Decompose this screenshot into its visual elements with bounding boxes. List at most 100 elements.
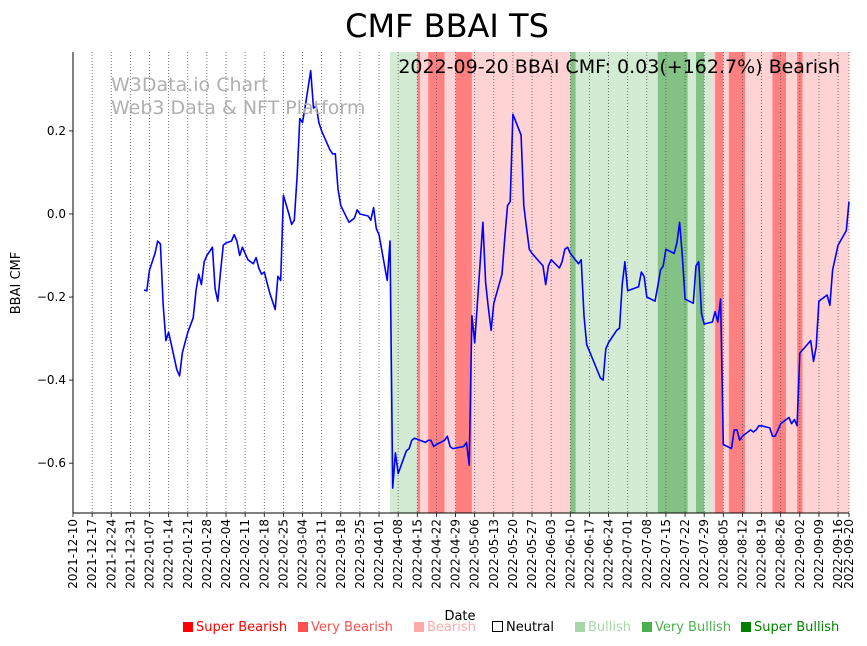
signal-band — [723, 52, 729, 513]
legend-label: Neutral — [506, 620, 554, 635]
legend-swatch — [298, 622, 308, 632]
y-tick-label: −0.6 — [37, 456, 66, 470]
x-tick-label: 2022-08-26 — [774, 519, 788, 589]
x-tick-label: 2022-04-22 — [429, 519, 443, 589]
legend-swatch — [642, 622, 652, 632]
y-tick-label: −0.4 — [37, 373, 66, 387]
legend-very-bullish: Very Bullish — [642, 620, 731, 635]
y-tick-label: 0.2 — [47, 124, 66, 138]
signal-band — [657, 52, 688, 513]
x-tick-label: 2022-01-14 — [162, 519, 176, 589]
x-ticks: 2021-12-10 2021-12-17 2021-12-24 2021-12-31… — [66, 513, 856, 589]
signal-band — [712, 52, 716, 513]
signal-band — [715, 52, 724, 513]
signal-band — [704, 52, 713, 513]
x-axis-label: Date — [444, 609, 475, 624]
legend-label: Very Bearish — [311, 620, 393, 635]
signal-bands — [389, 52, 849, 513]
x-tick-label: 2022-02-11 — [238, 519, 252, 589]
x-tick-label: 2022-02-04 — [219, 519, 233, 589]
y-tick-label: 0.0 — [47, 207, 66, 221]
x-tick-label: 2022-04-15 — [410, 519, 424, 589]
legend-very-bearish: Very Bearish — [298, 620, 393, 635]
signal-band — [802, 52, 849, 513]
legend-label: Very Bullish — [655, 620, 732, 635]
x-tick-label: 2022-05-06 — [468, 519, 482, 589]
signal-band — [772, 52, 787, 513]
signal-band — [455, 52, 472, 513]
y-tick-label: −0.2 — [37, 290, 66, 304]
x-tick-label: 2022-07-29 — [697, 519, 711, 589]
cmf-series — [143, 69, 850, 489]
legend-swatch — [575, 622, 585, 632]
x-tick-label: 2022-07-08 — [640, 519, 654, 589]
legend-swatch — [492, 621, 503, 632]
x-tick-label: 2022-06-10 — [563, 519, 577, 589]
signal-band — [745, 52, 773, 513]
signal-band — [471, 52, 571, 513]
legend-label: Bearish — [427, 620, 476, 635]
x-tick-label: 2021-12-17 — [85, 519, 99, 589]
x-tick-label: 2022-02-25 — [276, 519, 290, 589]
x-tick-label: 2021-12-24 — [104, 519, 118, 589]
x-tick-label: 2022-03-18 — [334, 519, 348, 589]
x-tick-label: 2021-12-10 — [66, 519, 80, 589]
signal-band — [417, 52, 421, 513]
legend-bullish: Bullish — [575, 620, 631, 635]
legend-swatch — [183, 622, 193, 632]
x-tick-label: 2022-06-03 — [544, 519, 558, 589]
x-tick-label: 2022-05-27 — [525, 519, 539, 589]
x-tick-label: 2022-07-22 — [678, 519, 692, 589]
signal-band — [428, 52, 445, 513]
x-tick-label: 2021-12-31 — [123, 519, 137, 589]
x-tick-label: 2022-03-11 — [315, 519, 329, 589]
x-tick-label: 2022-09-16 — [831, 519, 845, 589]
legend-super-bullish: Super Bullish — [741, 620, 839, 635]
signal-legend: Super Bearish Very Bearish Bearish Neutr… — [0, 620, 867, 640]
x-tick-label: 2022-03-25 — [353, 519, 367, 589]
signal-band — [687, 52, 696, 513]
x-tick-label: 2022-08-05 — [716, 519, 730, 589]
y-ticks: 0.2 0.0 −0.2 −0.4 −0.6 — [37, 124, 73, 470]
signal-band — [786, 52, 798, 513]
legend-label: Super Bullish — [754, 620, 840, 635]
x-tick-label: 2022-06-24 — [602, 519, 616, 589]
x-tick-label: 2022-07-15 — [659, 519, 673, 589]
x-tick-label: 2022-09-20 — [842, 519, 856, 589]
chart-subtitle: 2022-09-20 BBAI CMF: 0.03(+162.7%) Beari… — [398, 56, 840, 78]
x-tick-label: 2022-04-08 — [391, 519, 405, 589]
signal-band — [570, 52, 576, 513]
signal-band — [420, 52, 429, 513]
legend-label: Super Bearish — [196, 620, 288, 635]
watermark-line-1: W3Data.io Chart — [111, 74, 268, 96]
legend-label: Bullish — [588, 620, 632, 635]
x-tick-label: 2022-01-28 — [200, 519, 214, 589]
x-tick-label: 2022-01-21 — [181, 519, 195, 589]
legend-swatch — [741, 622, 751, 632]
cmf-line — [143, 69, 850, 489]
signal-band — [389, 52, 418, 513]
x-tick-label: 2022-02-18 — [257, 519, 271, 589]
legend-neutral: Neutral — [492, 620, 554, 635]
x-tick-label: 2022-08-12 — [735, 519, 749, 589]
legend-swatch — [414, 622, 424, 632]
x-tick-label: 2022-05-13 — [487, 519, 501, 589]
x-tick-label: 2022-09-02 — [793, 519, 807, 589]
signal-band — [444, 52, 456, 513]
x-tick-label: 2022-01-07 — [143, 519, 157, 589]
x-tick-label: 2022-04-01 — [372, 519, 386, 589]
x-tick-label: 2022-08-19 — [755, 519, 769, 589]
signal-band — [728, 52, 746, 513]
x-tick-label: 2022-09-09 — [812, 519, 826, 589]
signal-band — [797, 52, 803, 513]
legend-bearish: Bearish — [414, 620, 476, 635]
watermark-line-2: Web3 Data & NFT Platform — [111, 97, 365, 119]
y-axis-label: BBAI CMF — [9, 252, 24, 314]
legend-super-bearish: Super Bearish — [183, 620, 287, 635]
x-tick-label: 2022-06-17 — [582, 519, 596, 589]
chart-title: CMF BBAI TS — [345, 7, 549, 45]
x-tick-label: 2022-03-04 — [296, 519, 310, 589]
x-tick-label: 2022-05-20 — [506, 519, 520, 589]
x-tick-label: 2022-04-29 — [449, 519, 463, 589]
